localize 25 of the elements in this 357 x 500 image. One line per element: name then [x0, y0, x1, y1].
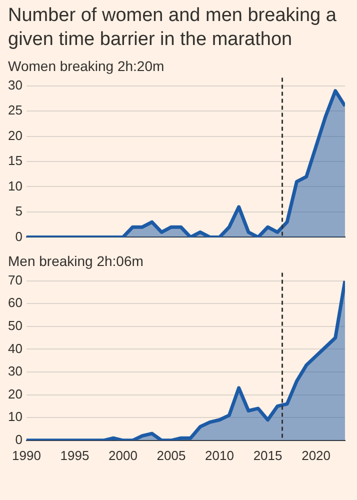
y-tick-label: 0 [15, 228, 22, 244]
y-tick-label: 60 [8, 295, 22, 310]
x-tick-label: 2020 [302, 448, 331, 463]
chart-title: Men breaking 2h:06m [8, 253, 144, 269]
chart-title: Number of women and men breaking a given time barrier in the marathon [8, 4, 338, 52]
x-tick-label: 2005 [156, 448, 186, 463]
x-tick-label: 2010 [205, 448, 234, 463]
y-tick-label: 5 [15, 204, 22, 219]
y-tick-label: 20 [8, 128, 22, 143]
y-tick-label: 50 [8, 318, 22, 333]
x-tick-label: 1995 [60, 448, 90, 463]
y-tick-label: 15 [8, 153, 22, 168]
y-tick-label: 10 [8, 178, 22, 194]
x-tick-label: 2000 [108, 448, 138, 463]
y-tick-label: 70 [8, 272, 22, 288]
y-tick-label: 30 [8, 364, 22, 379]
y-tick-label: 0 [15, 432, 22, 447]
y-tick-label: 10 [8, 409, 22, 424]
y-tick-label: 20 [8, 386, 22, 402]
x-tick-label: 2015 [253, 448, 282, 463]
y-tick-label: 30 [8, 77, 22, 92]
y-tick-label: 25 [8, 102, 22, 118]
y-tick-label: 40 [8, 340, 22, 356]
x-tick-label: 1990 [12, 448, 41, 463]
chart-subtitle: Women breaking 2h:20m [8, 58, 166, 74]
